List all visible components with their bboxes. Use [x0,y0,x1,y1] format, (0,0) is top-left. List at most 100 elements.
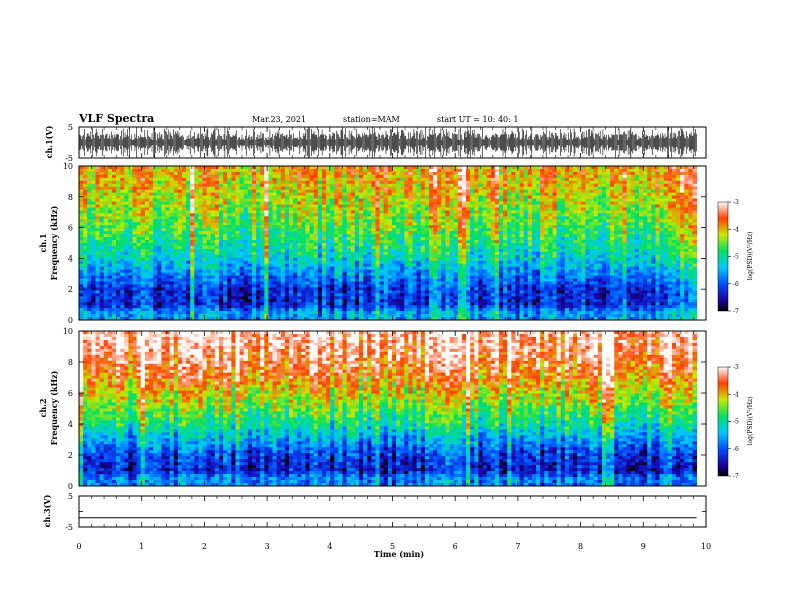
spectrogram-cell [272,228,278,232]
spectrogram-cell [618,260,623,265]
spectrogram-cell [470,166,475,170]
spectrogram-cell [124,180,129,185]
spectrogram-cell [408,168,413,173]
spectrogram-cell [519,201,525,205]
spectrogram-cell [309,260,315,265]
spectrogram-cell [507,201,512,205]
spectrogram-cell [676,183,681,188]
spectrogram-cell [498,257,504,262]
spectrogram-cell [606,198,611,202]
spectrogram-cell [375,219,380,223]
spectrogram-cell [659,192,665,197]
spectrogram-cell [165,198,170,202]
spectrogram-cell [680,192,685,197]
spectrogram-cell [371,180,376,185]
spectrogram-cell [638,177,644,182]
spectrogram-cell [643,168,648,173]
spectrogram-cell [379,237,385,241]
spectrogram-cell [358,195,364,199]
spectrogram-cell [684,225,689,229]
spectrogram-cell [87,245,92,250]
spectrogram-cell [358,213,364,217]
spectrogram-cell [251,240,257,244]
spectrogram-cell [144,201,150,205]
spectrogram-cell [326,234,331,238]
spectrogram-cell [239,243,245,247]
spectrogram-cell [552,201,558,205]
spectrogram-cell [663,192,669,197]
spectrogram-cell [490,243,496,247]
spectrogram-cell [573,210,578,214]
spectrogram-cell [301,201,306,205]
spectrogram-cell [260,174,265,179]
spectrogram-cell [91,195,96,199]
spectrogram-cell [305,225,310,229]
spectrogram-cell [83,263,88,268]
spectrogram-cell [305,251,310,256]
spectrogram-cell [626,183,632,188]
spectrogram-cell [177,174,183,179]
spectrogram-cell [577,237,582,241]
spectrogram-cell [354,228,360,232]
spectrogram-cell [486,222,492,226]
spectrogram-cell [400,234,405,238]
spectrogram-cell [120,254,125,259]
spectrogram-cell [140,251,146,256]
spectrogram-cell [523,177,529,182]
spectrogram-cell [243,225,249,229]
spectrogram-cell [424,195,430,199]
spectrogram-cell [243,201,249,205]
spectrogram-cell [391,189,397,194]
spectrogram-cell [470,257,475,262]
spectrogram-cell [116,204,121,208]
spectrogram-cell [577,213,582,217]
spectrogram-cell [383,260,389,265]
spectrogram-cell [630,183,636,188]
spectrogram-cell [198,243,203,247]
spectrogram-cell [610,257,615,262]
spectrogram-cell [111,219,117,223]
spectrogram-cell [358,168,364,173]
spectrogram-cell [433,210,438,214]
spectrogram-cell [103,248,109,253]
spectrogram-cell [144,210,150,214]
spectrogram-cell [610,243,615,247]
spectrogram-cell [651,245,656,250]
spectrogram-cell [400,213,405,217]
spectrogram-cell [272,216,278,220]
spectrogram-cell [482,183,488,188]
spectrogram-cell [396,243,401,247]
spectrogram-cell [342,183,348,188]
spectrogram-cell [387,166,393,170]
spectrogram-cell [396,171,401,176]
spectrogram-cell [655,210,660,214]
spectrogram-cell [95,234,100,238]
spectrogram-cell [383,216,389,220]
spectrogram-cell [441,234,446,238]
spectrogram-cell [157,186,162,191]
spectrogram-cell [120,201,125,205]
spectrogram-cell [482,195,488,199]
spectrogram-cell [667,210,673,214]
spectrogram-cell [301,222,306,226]
spectrogram-cell [144,216,150,220]
spectrogram-cell [478,204,483,208]
spectrogram-cell [173,216,179,220]
spectrogram-cell [556,192,562,197]
spectrogram-cell [585,257,590,262]
spectrogram-cell [548,248,553,253]
spectrogram-cell [556,201,562,205]
spectrogram-cell [227,192,232,197]
spectrogram-cell [194,222,199,226]
spectrogram-cell [688,166,693,170]
spectrogram-cell [585,231,590,235]
spectrogram-cell [350,171,356,176]
spectrogram-cell [132,183,138,188]
spectrogram-cell [313,213,319,217]
spectrogram-cell [498,201,504,205]
spectrogram-cell [256,183,261,188]
spectrogram-cell [235,180,240,185]
spectrogram-cell [354,254,360,259]
spectrogram-cell [445,237,450,241]
spectrogram-cell [103,260,109,265]
